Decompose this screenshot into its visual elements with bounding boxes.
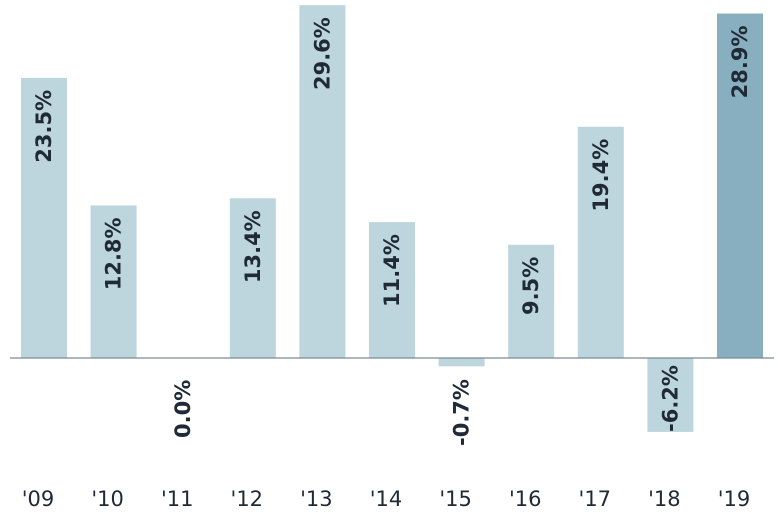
tick-label-13: '13 (300, 487, 333, 511)
bars-group (21, 5, 763, 432)
tick-label-11: '11 (161, 487, 194, 511)
bar-17 (577, 126, 624, 358)
tick-label-17: '17 (579, 487, 612, 511)
bar-09 (21, 77, 67, 358)
bar-19 (717, 13, 763, 359)
tick-label-18: '18 (648, 487, 681, 511)
tick-label-10: '10 (91, 487, 124, 511)
x-axis-tick-labels: '09 '10 '11 '12 '13 '14 '15 '16 '17 '18 '19 (22, 487, 751, 511)
bar-12 (229, 198, 276, 358)
data-label-14: 11.4% (380, 234, 404, 307)
data-label-12: 13.4% (241, 210, 265, 283)
bar-18 (647, 358, 694, 432)
data-label-11: 0.0% (171, 380, 195, 438)
tick-label-14: '14 (370, 487, 403, 511)
bar-16 (508, 244, 555, 358)
bar-15 (438, 358, 485, 367)
data-label-16: 9.5% (519, 257, 543, 315)
tick-label-16: '16 (509, 487, 542, 511)
tick-label-12: '12 (231, 487, 264, 511)
bar-13 (299, 5, 346, 359)
data-label-17: 19.4% (589, 139, 613, 212)
data-label-09: 23.5% (32, 90, 56, 163)
data-label-15: -0.7% (450, 379, 474, 446)
bar-14 (369, 222, 415, 358)
data-label-19: 28.9% (728, 26, 752, 99)
bar-10 (90, 205, 137, 358)
data-labels-group: 23.5% 12.8% 0.0% 13.4% 29.6% 11.4% -0.7% 9.5% 19… (32, 17, 752, 446)
tick-label-15: '15 (439, 487, 472, 511)
data-label-10: 12.8% (102, 217, 126, 290)
data-label-13: 29.6% (310, 17, 334, 90)
tick-label-09: '09 (22, 487, 55, 511)
data-label-18: -6.2% (658, 365, 682, 432)
tick-label-19: '19 (718, 487, 751, 511)
